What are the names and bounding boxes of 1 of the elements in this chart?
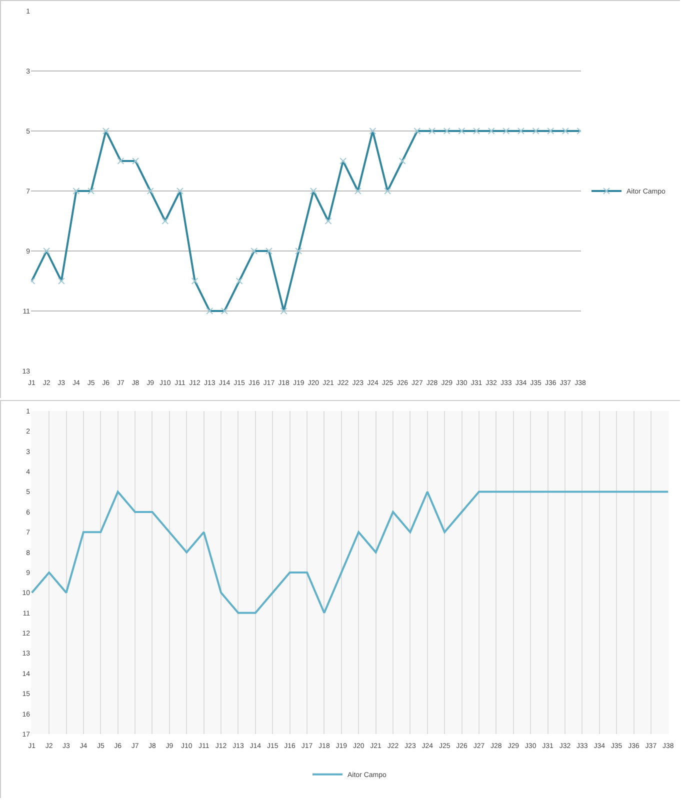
line-series bbox=[31, 490, 669, 614]
